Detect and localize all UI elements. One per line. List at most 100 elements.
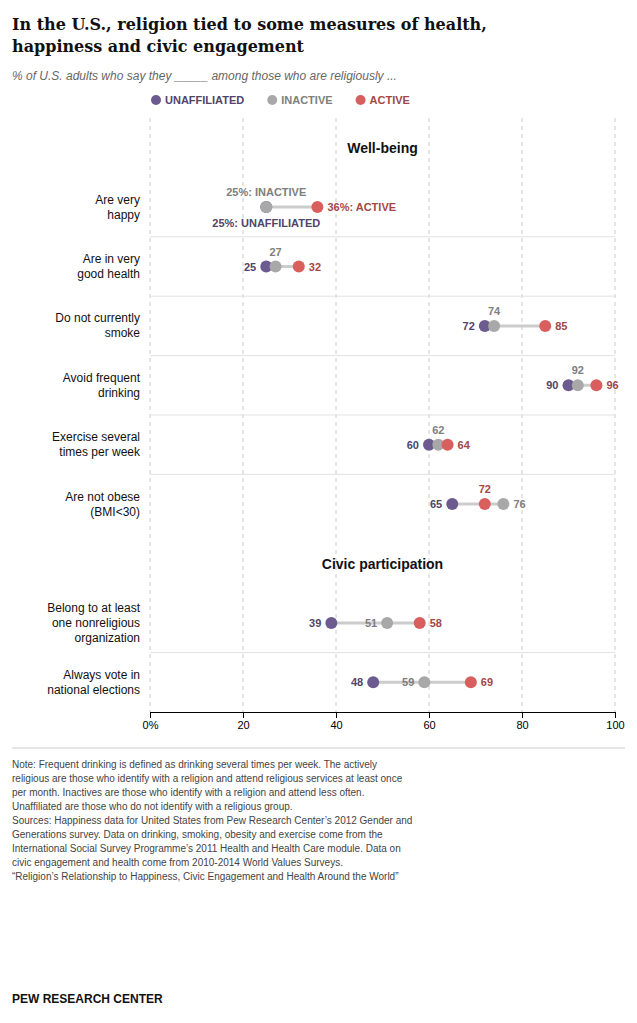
note-line: Generations survey. Data on drinking, sm… bbox=[12, 829, 383, 840]
category-label-line: national elections bbox=[47, 683, 140, 697]
category-label: Do not currentlysmoke bbox=[55, 311, 140, 340]
dot bbox=[497, 498, 509, 510]
data-labels: 25%: UNAFFILIATED25%: INACTIVE36%: ACTIV… bbox=[212, 186, 618, 688]
dot bbox=[381, 617, 393, 629]
note-line: “Religion’s Relationship to Happiness, C… bbox=[12, 871, 399, 882]
note-line: Note: Frequent drinking is defined as dr… bbox=[12, 759, 377, 770]
x-tick-label: 0% bbox=[143, 719, 159, 731]
x-tick-label: 40 bbox=[330, 719, 342, 731]
category-label-line: Are not obese bbox=[65, 490, 140, 504]
data-label: 92 bbox=[572, 364, 584, 376]
category-label-line: Exercise several bbox=[52, 430, 140, 444]
x-tick: 20 bbox=[237, 712, 249, 731]
data-label: 25%: UNAFFILIATED bbox=[212, 217, 320, 229]
dot bbox=[293, 261, 305, 273]
x-tick: 0% bbox=[143, 712, 159, 731]
data-label: 69 bbox=[481, 676, 493, 688]
source: PEW RESEARCH CENTER bbox=[12, 992, 163, 1006]
x-tick-label: 20 bbox=[237, 719, 249, 731]
legend: UNAFFILIATEDINACTIVEACTIVE bbox=[151, 94, 410, 106]
category-label: Are not obese(BMI<30) bbox=[65, 490, 140, 519]
category-label-line: drinking bbox=[98, 386, 140, 400]
note: Note: Frequent drinking is defined as dr… bbox=[12, 759, 412, 882]
title: In the U.S., religion tied to some measu… bbox=[12, 15, 487, 56]
data-label: 72 bbox=[479, 483, 491, 495]
category-label-line: Always vote in bbox=[63, 668, 140, 682]
data-label: 58 bbox=[430, 617, 442, 629]
dot bbox=[442, 439, 454, 451]
dot bbox=[572, 379, 584, 391]
dot bbox=[446, 498, 458, 510]
category-label-line: Avoid frequent bbox=[63, 371, 141, 385]
grid bbox=[150, 118, 615, 712]
note-rule bbox=[12, 748, 625, 749]
legend-swatch bbox=[151, 95, 161, 105]
data-label: 64 bbox=[458, 439, 471, 451]
row-separator bbox=[150, 296, 615, 297]
category-label-line: happy bbox=[107, 208, 140, 222]
dot bbox=[260, 201, 272, 213]
dot bbox=[260, 201, 272, 213]
category-label-line: one nonreligious bbox=[52, 616, 140, 630]
data-label: 90 bbox=[546, 379, 558, 391]
data-label: 39 bbox=[309, 617, 321, 629]
x-axis-line bbox=[151, 713, 616, 719]
data-label: 74 bbox=[488, 305, 501, 317]
x-tick-label: 80 bbox=[516, 719, 528, 731]
title-line: happiness and civic engagement bbox=[12, 37, 305, 56]
x-tick-mark bbox=[429, 712, 430, 718]
x-tick-mark bbox=[150, 712, 151, 718]
data-label: 51 bbox=[365, 617, 377, 629]
dot bbox=[367, 676, 379, 688]
dot bbox=[270, 261, 282, 273]
data-label: 59 bbox=[402, 676, 414, 688]
data-label: 32 bbox=[309, 261, 321, 273]
data-label: 96 bbox=[606, 379, 618, 391]
category-label: Exercise severaltimes per week bbox=[52, 430, 141, 459]
x-tick: 60 bbox=[423, 712, 435, 731]
x-tick-mark bbox=[615, 712, 616, 718]
range-line bbox=[452, 503, 503, 506]
dot bbox=[418, 676, 430, 688]
data-label: 85 bbox=[555, 320, 567, 332]
x-tick-label: 100 bbox=[606, 719, 624, 731]
x-tick: 100 bbox=[606, 712, 624, 731]
category-label-line: good health bbox=[77, 267, 140, 281]
x-tick: 40 bbox=[330, 712, 342, 731]
dot bbox=[465, 676, 477, 688]
legend-label: INACTIVE bbox=[281, 94, 332, 106]
data-label: 76 bbox=[513, 498, 525, 510]
dot bbox=[590, 379, 602, 391]
legend-item: UNAFFILIATED bbox=[151, 94, 244, 106]
category-label: Always vote innational elections bbox=[47, 668, 140, 697]
dot bbox=[539, 320, 551, 332]
dot bbox=[414, 617, 426, 629]
data-label: 36%: ACTIVE bbox=[327, 201, 396, 213]
title-line: In the U.S., religion tied to some measu… bbox=[12, 15, 487, 34]
data-label: 72 bbox=[463, 320, 475, 332]
category-label-line: times per week bbox=[59, 445, 141, 459]
note-line: civic engagement and health come from 20… bbox=[12, 857, 343, 868]
dot bbox=[325, 617, 337, 629]
category-label-line: organization bbox=[75, 631, 140, 645]
category-label-line: Are in very bbox=[83, 252, 140, 266]
row-separator bbox=[150, 652, 615, 653]
x-tick: 80 bbox=[516, 712, 528, 731]
data-label: 27 bbox=[269, 246, 281, 258]
x-axis: 0% 20 40 60 80 100 bbox=[143, 712, 625, 731]
x-tick-mark bbox=[243, 712, 244, 718]
data-label: 62 bbox=[432, 424, 444, 436]
section-header: Well-being bbox=[347, 140, 418, 156]
data-label: 25 bbox=[244, 261, 256, 273]
data-label: 65 bbox=[430, 498, 442, 510]
note-line: International Social Survey Programme’s … bbox=[12, 843, 401, 854]
note-line: Sources: Happiness data for United State… bbox=[12, 815, 412, 826]
annotations: Well-beingCivic participation bbox=[322, 140, 443, 572]
dot bbox=[311, 201, 323, 213]
subtitle: % of U.S. adults who say they _____ amon… bbox=[12, 69, 397, 83]
note-line: per month. Inactives are those who ident… bbox=[12, 787, 364, 798]
legend-swatch bbox=[356, 95, 366, 105]
x-tick-label: 60 bbox=[423, 719, 435, 731]
category-labels: Are veryhappyAre in verygood healthDo no… bbox=[47, 193, 141, 697]
note-line: religious are those who identify with a … bbox=[12, 773, 403, 784]
